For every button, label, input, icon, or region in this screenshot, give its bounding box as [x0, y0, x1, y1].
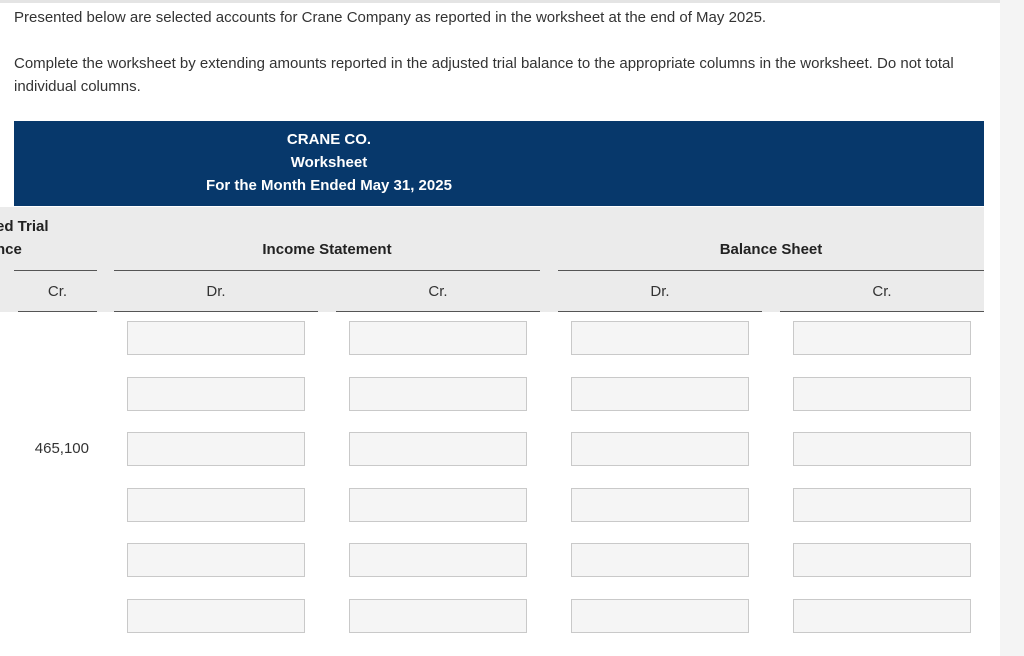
amount-input[interactable] — [349, 376, 527, 411]
amount-input[interactable] — [349, 487, 527, 522]
group-rule — [114, 270, 540, 271]
amount-input[interactable] — [571, 432, 749, 467]
group-header: nce — [0, 241, 22, 258]
column-header: Cr. — [47, 283, 68, 300]
amount-input[interactable] — [571, 376, 749, 411]
column-rule — [780, 311, 984, 312]
amount-input[interactable] — [349, 432, 527, 467]
column-header: Cr. — [428, 283, 448, 300]
scroll-gutter — [1000, 0, 1024, 656]
worksheet-period: For the Month Ended May 31, 2025 — [206, 177, 452, 194]
column-header: Dr. — [206, 283, 226, 300]
column-rule — [114, 311, 318, 312]
group-header: Balance Sheet — [719, 241, 823, 258]
amount-input[interactable] — [793, 376, 971, 411]
worksheet-title: Worksheet — [290, 154, 368, 171]
amount-input[interactable] — [793, 432, 971, 467]
amount-input[interactable] — [127, 599, 305, 633]
amount-input[interactable] — [349, 599, 527, 633]
amount-input[interactable] — [793, 599, 971, 633]
group-header: ed Trial — [0, 218, 49, 235]
amount-input[interactable] — [571, 599, 749, 633]
amount-input[interactable] — [127, 487, 305, 522]
worksheet-banner: CRANE CO. Worksheet For the Month Ended … — [14, 121, 984, 206]
column-rule — [558, 311, 762, 312]
amount-input[interactable] — [793, 321, 971, 355]
group-rule — [14, 270, 97, 271]
amount-input[interactable] — [571, 487, 749, 522]
amount-input[interactable] — [349, 321, 527, 355]
instructions-text: Complete the worksheet by extending amou… — [14, 55, 954, 95]
company-name: CRANE CO. — [286, 131, 372, 148]
amount-input[interactable] — [127, 376, 305, 411]
amount-input[interactable] — [793, 543, 971, 578]
top-border — [0, 0, 1000, 3]
column-header-area — [0, 207, 984, 312]
amount-input[interactable] — [127, 432, 305, 467]
intro-text: Presented below are selected accounts fo… — [14, 9, 767, 26]
column-header: Cr. — [872, 283, 892, 300]
column-rule — [336, 311, 540, 312]
amount: 465,100 — [34, 440, 89, 458]
column-rule — [18, 311, 97, 312]
amount-input[interactable] — [127, 321, 305, 355]
amount-input[interactable] — [127, 543, 305, 578]
amount-input[interactable] — [571, 543, 749, 578]
amount-input[interactable] — [793, 487, 971, 522]
amount-input[interactable] — [571, 321, 749, 355]
column-header: Dr. — [650, 283, 670, 300]
group-header: Income Statement — [262, 241, 392, 258]
amount-input[interactable] — [349, 543, 527, 578]
group-rule — [558, 270, 984, 271]
